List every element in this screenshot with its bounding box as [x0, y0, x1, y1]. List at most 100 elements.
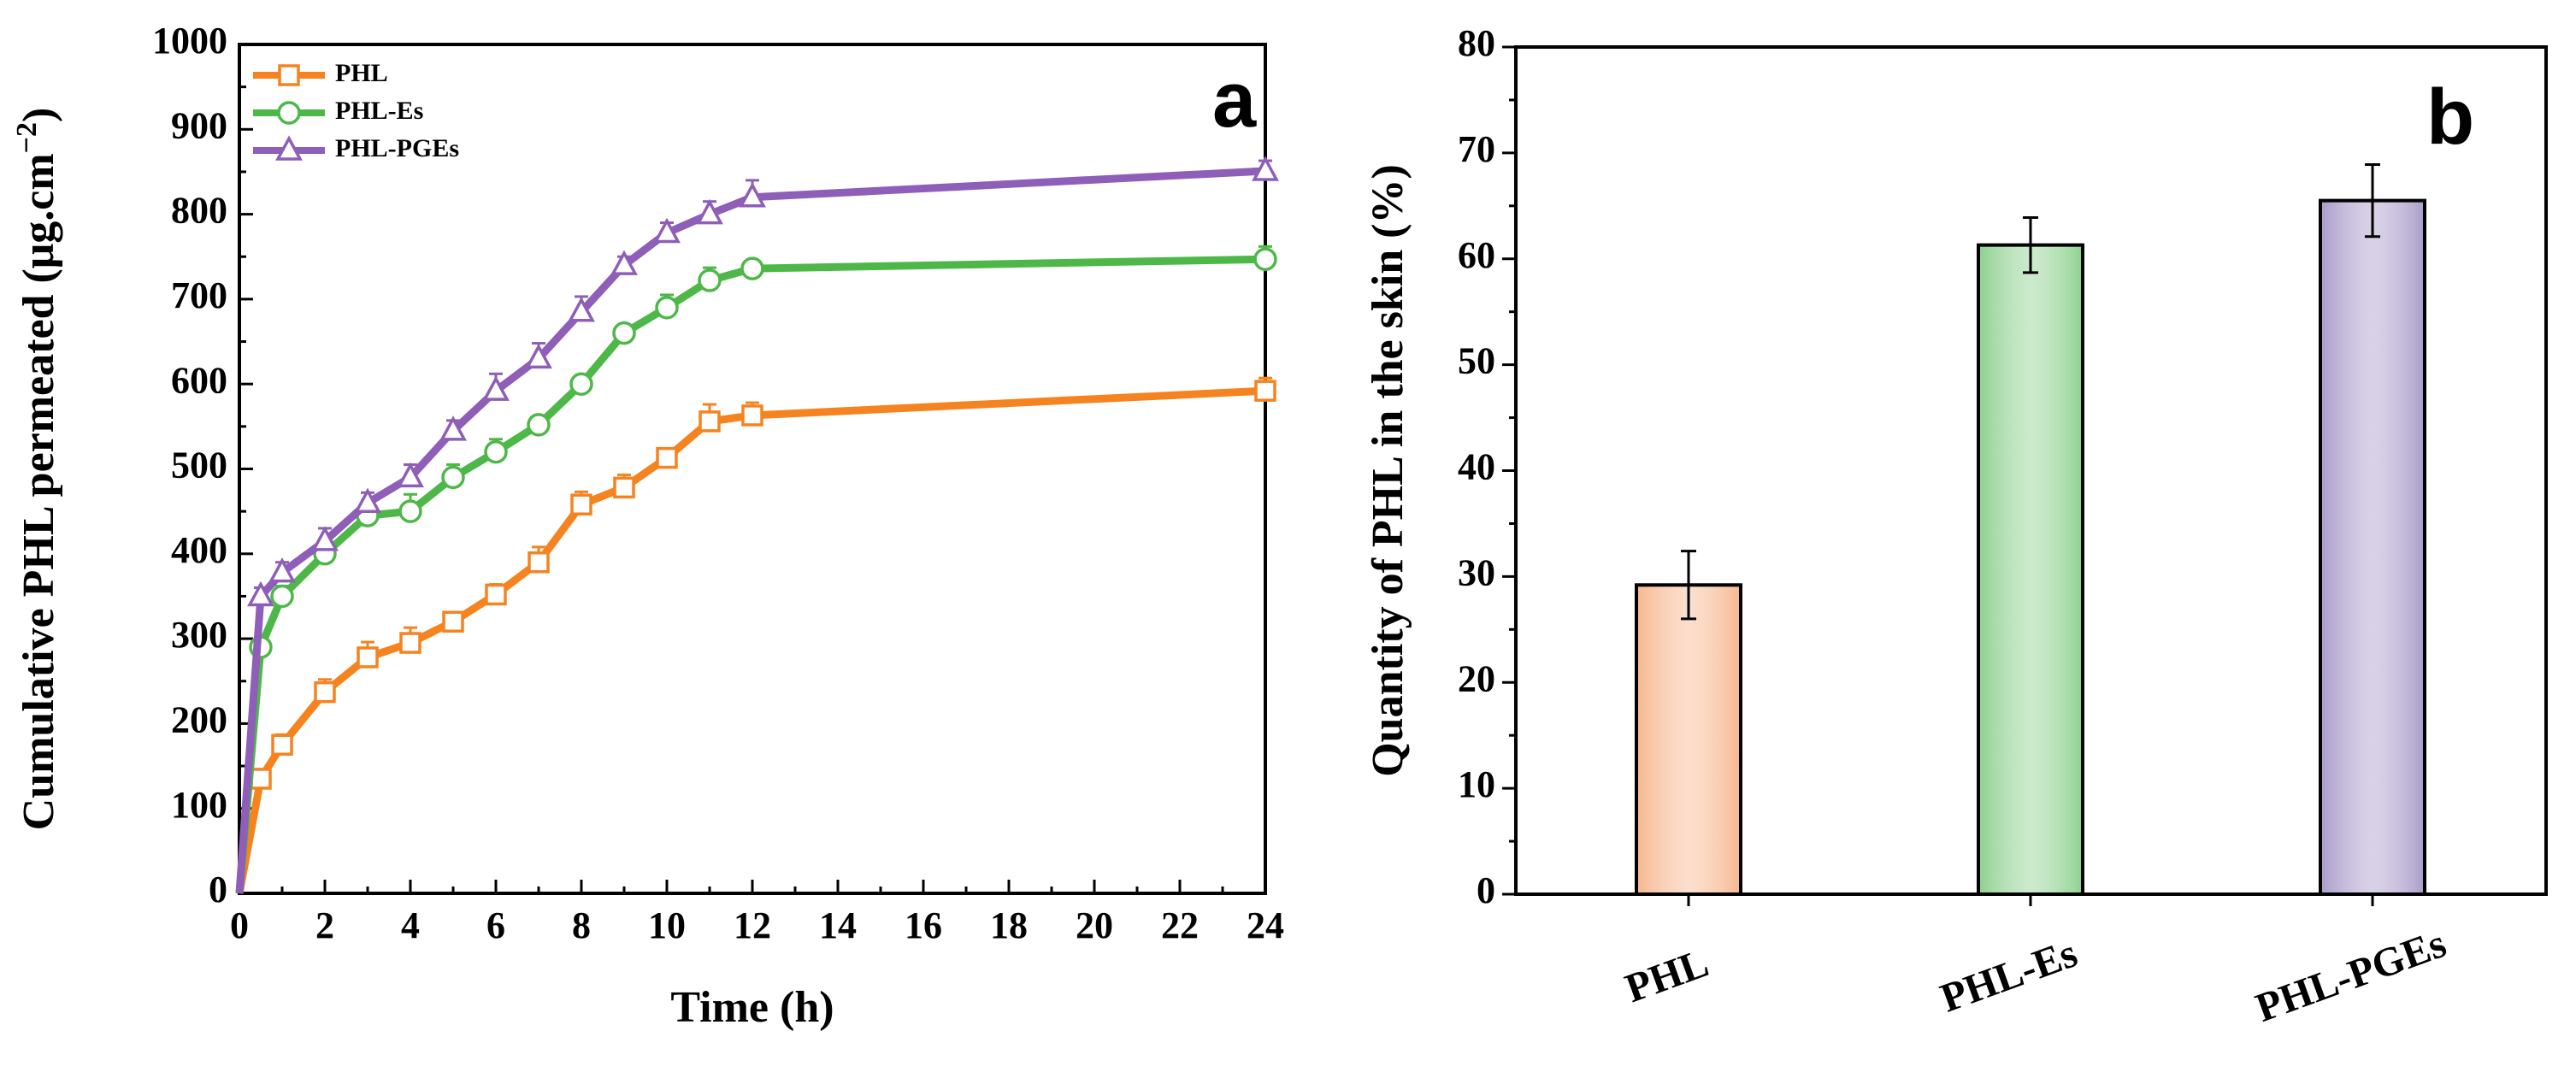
category-label: PHL-Es: [1935, 930, 2084, 1021]
data-point-triangle: [696, 198, 723, 225]
data-point-square: [485, 583, 507, 606]
y-axis-title: Cumulative PHL permeated (μg.cm−2): [11, 108, 63, 831]
legend-label: PHL: [335, 59, 388, 87]
series-phl-es: [235, 244, 1277, 894]
y-tick-label: 200: [171, 698, 227, 740]
y-tick-label: 70: [1458, 128, 1495, 170]
x-axis-title: Time (h): [670, 983, 834, 1032]
data-point-triangle: [1252, 156, 1279, 181]
y-tick-label: 50: [1458, 340, 1495, 382]
data-point-circle: [277, 101, 301, 125]
y-tick-label: 300: [171, 614, 227, 656]
y-tick-label: 40: [1458, 446, 1495, 488]
data-point-square: [570, 493, 592, 515]
chart-panel-a: a 0 2 4 6 8 10 12 14 16 18 20 22 2401002003004005006…: [11, 20, 1284, 1032]
x-tick-label: 2: [315, 904, 334, 946]
chart-panel-b: b 0 10 20 30 40 50 60 70 80 Quantity of PHL in th…: [1364, 22, 2548, 1031]
data-point-circle: [441, 465, 465, 490]
y-tick-label: 900: [171, 104, 227, 146]
x-tick-label: 20: [1076, 904, 1113, 946]
bar-phl-rect: [1635, 583, 1742, 896]
data-point-circle: [698, 268, 722, 292]
x-tick-label: 6: [486, 904, 505, 946]
y-tick-label: 10: [1458, 763, 1495, 805]
data-point-triangle: [247, 580, 274, 607]
data-point-triangle: [439, 415, 467, 441]
legend-item-phl-es: PHL-Es: [253, 97, 423, 125]
series-line-phl-es: [235, 255, 1266, 894]
legend-label: PHL-PGEs: [335, 134, 459, 162]
y-axis-title: Quantity of PHL in the skin (%): [1364, 164, 1412, 777]
data-point-square: [271, 733, 293, 756]
x-tick-label: 16: [905, 904, 942, 946]
legend-item-phl: PHL: [253, 59, 388, 87]
y-tick-label: 600: [171, 359, 227, 401]
bar-phl-es-rect: [1977, 243, 2084, 896]
data-point-square: [1254, 380, 1276, 402]
data-point-circle: [655, 296, 679, 320]
data-point-square: [250, 768, 272, 790]
data-point-square: [613, 476, 635, 499]
x-tick-label: 4: [401, 904, 420, 946]
x-tick-label: 12: [734, 904, 771, 946]
data-point-circle: [740, 256, 764, 280]
panel-label-a: a: [1212, 56, 1257, 144]
data-point-circle: [612, 321, 636, 345]
y-tick-label: 0: [1477, 869, 1495, 911]
data-point-triangle: [275, 135, 303, 161]
data-point-square: [278, 64, 300, 86]
data-point-square: [528, 551, 550, 574]
data-point-square: [357, 646, 379, 669]
data-point-circle: [270, 584, 294, 609]
plot-frame-a: [238, 43, 1267, 895]
y-tick-label: 800: [171, 190, 227, 232]
y-tick-label: 500: [171, 445, 227, 486]
y-tick-label: 30: [1458, 551, 1495, 593]
category-label: PHL-PGEs: [2250, 921, 2452, 1031]
y-tick-label: 80: [1458, 22, 1495, 64]
data-point-circle: [569, 372, 593, 396]
legend-label: PHL-Es: [335, 97, 423, 125]
data-point-square: [442, 610, 464, 633]
y-tick-label: 0: [209, 869, 227, 910]
legend-a: PHL PHL-Es PHL-PGEs: [253, 59, 459, 162]
legend-item-phl-pges: PHL-PGEs: [253, 134, 459, 162]
y-tick-label: 400: [171, 529, 227, 571]
data-point-triangle: [268, 557, 296, 583]
category-label: PHL: [1619, 940, 1714, 1012]
data-point-square: [656, 446, 678, 469]
y-tick-label: 1000: [152, 20, 227, 62]
data-point-triangle: [610, 250, 638, 275]
x-tick-label: 14: [819, 904, 857, 946]
panel-label-b: b: [2426, 74, 2474, 161]
data-point-square: [399, 632, 421, 654]
data-point-square: [741, 404, 763, 427]
data-point-triangle: [311, 526, 339, 551]
data-point-triangle: [482, 375, 510, 401]
bar-phl-pges: [2319, 163, 2426, 896]
data-point-circle: [527, 413, 551, 437]
data-point-square: [314, 680, 336, 704]
data-point-circle: [484, 439, 508, 464]
x-tick-label: 10: [648, 904, 686, 946]
y-tick-label: 700: [171, 274, 227, 316]
series-phl-pges: [235, 156, 1279, 894]
series-line-phl: [235, 386, 1266, 894]
y-tick-label: 20: [1458, 657, 1495, 699]
x-tick-label: 8: [572, 904, 591, 946]
data-point-triangle: [739, 182, 766, 208]
data-point-circle: [1253, 247, 1277, 271]
data-point-triangle: [354, 487, 381, 513]
data-point-circle: [398, 499, 422, 523]
data-point-triangle: [653, 217, 681, 244]
bar-phl: [1635, 550, 1742, 896]
y-tick-label: 100: [171, 784, 227, 826]
x-tick-label: 22: [1161, 904, 1199, 946]
x-tick-label: 18: [990, 904, 1028, 946]
data-point-triangle: [568, 297, 595, 322]
y-tick-label: 60: [1458, 234, 1495, 276]
x-tick-label: 0: [230, 904, 249, 946]
bar-phl-pges-rect: [2319, 198, 2426, 896]
bar-phl-es: [1977, 215, 2084, 896]
